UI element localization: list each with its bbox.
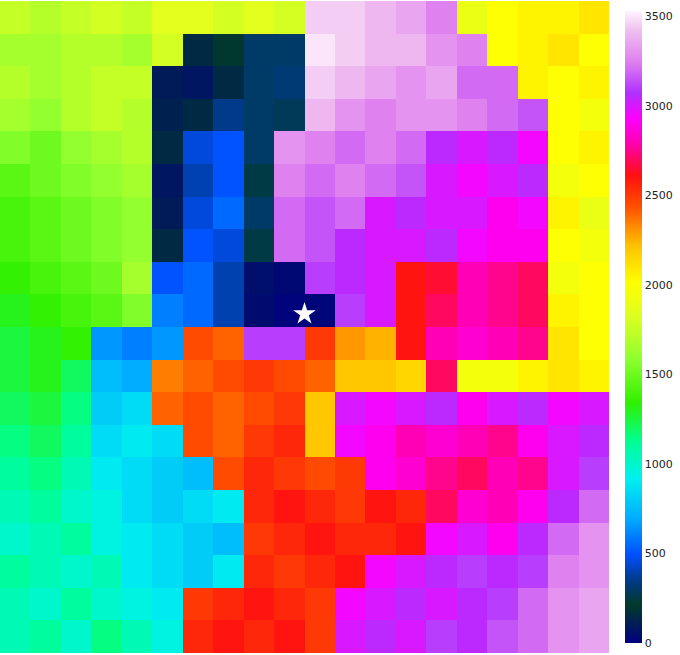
svg-text:1500: 1500 xyxy=(645,368,673,381)
svg-text:3000: 3000 xyxy=(645,100,673,113)
svg-text:0: 0 xyxy=(645,637,652,650)
svg-text:2000: 2000 xyxy=(645,279,673,292)
svg-text:2500: 2500 xyxy=(645,189,673,202)
svg-text:1000: 1000 xyxy=(645,458,673,471)
svg-text:500: 500 xyxy=(645,547,666,560)
svg-text:3500: 3500 xyxy=(645,10,673,23)
